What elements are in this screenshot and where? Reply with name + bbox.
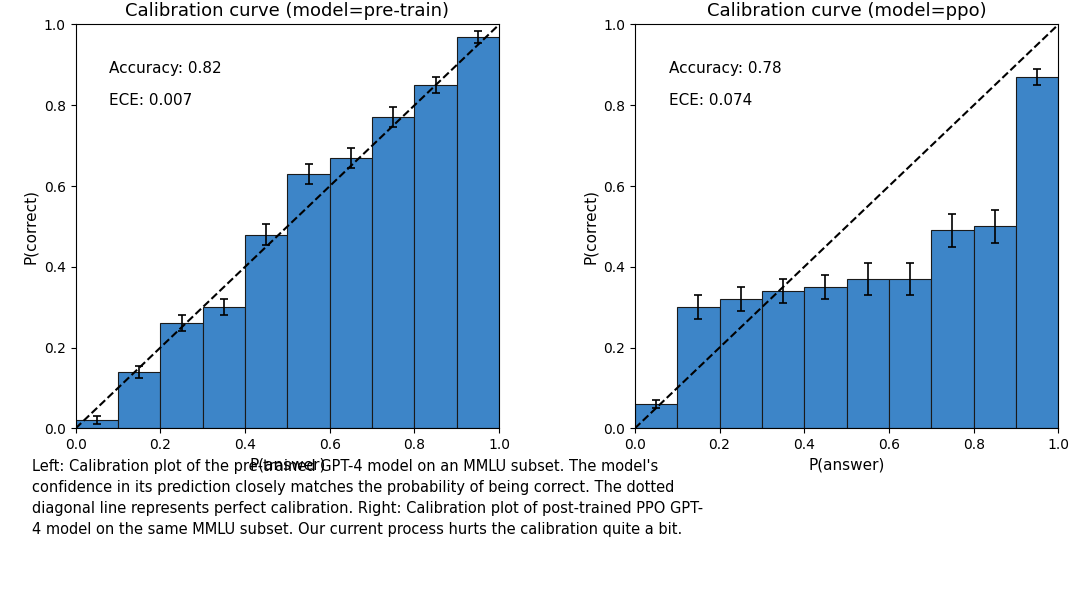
- Title: Calibration curve (model=pre-train): Calibration curve (model=pre-train): [125, 2, 449, 20]
- Bar: [635, 404, 677, 428]
- Bar: [761, 291, 805, 428]
- Bar: [245, 234, 287, 428]
- Bar: [118, 372, 160, 428]
- Y-axis label: P(correct): P(correct): [24, 189, 38, 264]
- Bar: [719, 299, 761, 428]
- Bar: [160, 323, 203, 428]
- Bar: [889, 279, 931, 428]
- Bar: [415, 85, 457, 428]
- Bar: [805, 287, 847, 428]
- X-axis label: P(answer): P(answer): [809, 458, 885, 472]
- Text: Accuracy: 0.82: Accuracy: 0.82: [109, 61, 222, 76]
- Bar: [974, 226, 1016, 428]
- X-axis label: P(answer): P(answer): [249, 458, 325, 472]
- Bar: [677, 307, 719, 428]
- Bar: [931, 231, 974, 428]
- Bar: [287, 174, 329, 428]
- Y-axis label: P(correct): P(correct): [582, 189, 597, 264]
- Bar: [457, 37, 499, 428]
- Bar: [329, 158, 373, 428]
- Text: ECE: 0.007: ECE: 0.007: [109, 93, 192, 108]
- Text: Left: Calibration plot of the pre-trained GPT-4 model on an MMLU subset. The mod: Left: Calibration plot of the pre-traine…: [32, 459, 703, 537]
- Bar: [373, 118, 415, 428]
- Text: Accuracy: 0.78: Accuracy: 0.78: [669, 61, 781, 76]
- Text: ECE: 0.074: ECE: 0.074: [669, 93, 752, 108]
- Title: Calibration curve (model=ppo): Calibration curve (model=ppo): [706, 2, 986, 20]
- Bar: [76, 420, 118, 428]
- Bar: [847, 279, 889, 428]
- Bar: [1016, 77, 1058, 428]
- Bar: [203, 307, 245, 428]
